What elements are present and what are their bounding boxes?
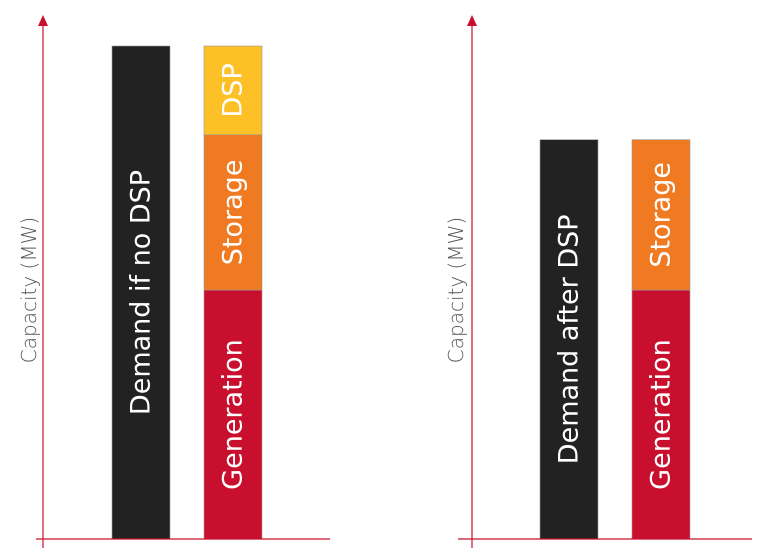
bar-2-2: Generation Storage [631, 139, 691, 540]
bar-label-storage: Storage [646, 162, 677, 268]
y-axis-label: Capacity (MW) [17, 217, 41, 363]
y-axis-arrow-icon [467, 15, 477, 26]
bar-segment-generation [203, 289, 263, 540]
bar-segment-demand-after-dsp [539, 139, 599, 540]
bar-label-demand-if-no-dsp: Demand if no DSP [126, 170, 157, 415]
chart-panel-2: Demand after DSP Generation Storage Capacit… [444, 15, 752, 548]
bar-1-1: Demand if no DSP [111, 45, 171, 540]
bar-segment-storage [631, 139, 691, 291]
bar-label-dsp: DSP [218, 63, 249, 117]
y-axis-label: Capacity (MW) [444, 217, 468, 363]
bar-segment-generation [631, 289, 691, 540]
bar-label-generation: Generation [218, 339, 249, 490]
bar-1-2: Generation Storage DSP [203, 45, 263, 540]
y-axis-arrow-icon [38, 15, 48, 26]
bar-2-1: Demand after DSP [539, 139, 599, 540]
bar-label-demand-after-dsp: Demand after DSP [554, 214, 585, 464]
chart-panel-1: Demand if no DSP Generation Storage DSP Capa… [17, 15, 330, 548]
bar-segment-dsp [203, 45, 263, 136]
bar-label-storage: Storage [218, 160, 249, 266]
bar-segment-demand-if-no-dsp [111, 45, 171, 540]
bar-label-generation: Generation [646, 339, 677, 490]
